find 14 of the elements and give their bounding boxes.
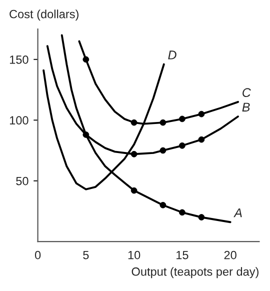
y-tick-label: 50 [16, 176, 28, 186]
x-tick-label: 10 [128, 250, 140, 260]
y-tick-label: 150 [10, 55, 28, 64]
series-label: A [234, 208, 242, 218]
x-tick-label: 15 [176, 250, 188, 260]
x-tick-label: 20 [224, 250, 236, 260]
y-axis-title: Cost (dollars) [10, 10, 78, 21]
series-label: C [242, 88, 251, 98]
x-tick-label: 0 [34, 250, 41, 260]
series-label: B [242, 102, 250, 112]
x-axis-title: Output (teapots per day) [132, 267, 258, 278]
series-label: D [168, 50, 176, 60]
x-tick-label: 5 [83, 250, 89, 260]
y-tick-label: 100 [10, 116, 28, 125]
